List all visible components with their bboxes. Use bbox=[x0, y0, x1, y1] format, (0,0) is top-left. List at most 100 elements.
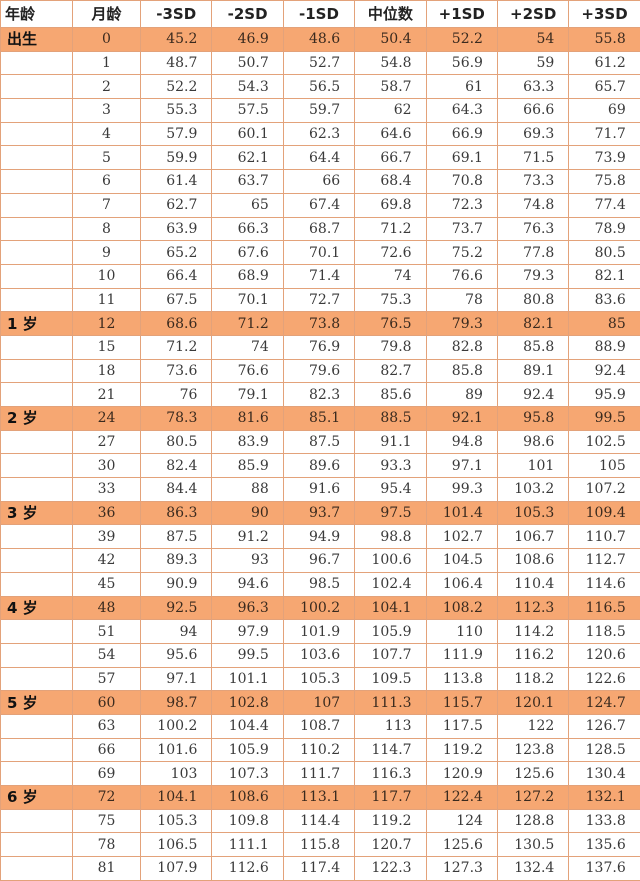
year-cell bbox=[1, 454, 73, 478]
plus-1sd-cell: 108.2 bbox=[426, 596, 497, 620]
median-cell: 79.8 bbox=[355, 335, 426, 359]
minus-2sd-cell: 66.3 bbox=[212, 217, 283, 241]
median-cell: 120.7 bbox=[355, 833, 426, 857]
plus-1sd-cell: 101.4 bbox=[426, 501, 497, 525]
minus-2sd-cell: 99.5 bbox=[212, 643, 283, 667]
plus-2sd-cell: 98.6 bbox=[497, 430, 568, 454]
month-cell: 5 bbox=[73, 146, 141, 170]
plus-2sd-cell: 71.5 bbox=[497, 146, 568, 170]
minus-3sd-cell: 76 bbox=[141, 383, 212, 407]
plus-2sd-cell: 108.6 bbox=[497, 549, 568, 573]
plus-1sd-cell: 61 bbox=[426, 75, 497, 99]
year-cell bbox=[1, 383, 73, 407]
month-cell: 9 bbox=[73, 241, 141, 265]
plus-3sd-cell: 88.9 bbox=[569, 335, 640, 359]
minus-2sd-cell: 94.6 bbox=[212, 572, 283, 596]
plus-1sd-cell: 127.3 bbox=[426, 857, 497, 881]
plus-2sd-cell: 110.4 bbox=[497, 572, 568, 596]
median-cell: 68.4 bbox=[355, 170, 426, 194]
month-cell: 24 bbox=[73, 407, 141, 431]
median-cell: 119.2 bbox=[355, 809, 426, 833]
median-cell: 71.2 bbox=[355, 217, 426, 241]
minus-3sd-cell: 86.3 bbox=[141, 501, 212, 525]
plus-3sd-cell: 61.2 bbox=[569, 51, 640, 75]
minus-3sd-cell: 52.2 bbox=[141, 75, 212, 99]
median-cell: 122.3 bbox=[355, 857, 426, 881]
month-cell: 10 bbox=[73, 264, 141, 288]
plus-2sd-cell: 73.3 bbox=[497, 170, 568, 194]
minus-2sd-cell: 83.9 bbox=[212, 430, 283, 454]
year-cell bbox=[1, 217, 73, 241]
plus-2sd-cell: 59 bbox=[497, 51, 568, 75]
table-header: 年龄 月龄 -3SD -2SD -1SD 中位数 +1SD +2SD +3SD bbox=[1, 1, 640, 28]
minus-1sd-cell: 105.3 bbox=[283, 667, 354, 691]
median-cell: 107.7 bbox=[355, 643, 426, 667]
minus-1sd-cell: 70.1 bbox=[283, 241, 354, 265]
median-cell: 97.5 bbox=[355, 501, 426, 525]
year-cell bbox=[1, 170, 73, 194]
minus-2sd-cell: 79.1 bbox=[212, 383, 283, 407]
plus-1sd-cell: 56.9 bbox=[426, 51, 497, 75]
median-cell: 64.6 bbox=[355, 122, 426, 146]
median-cell: 105.9 bbox=[355, 620, 426, 644]
plus-1sd-cell: 104.5 bbox=[426, 549, 497, 573]
plus-3sd-cell: 116.5 bbox=[569, 596, 640, 620]
plus-3sd-cell: 118.5 bbox=[569, 620, 640, 644]
year-cell: 1 岁 bbox=[1, 312, 73, 336]
month-cell: 30 bbox=[73, 454, 141, 478]
minus-1sd-cell: 66 bbox=[283, 170, 354, 194]
plus-3sd-cell: 132.1 bbox=[569, 786, 640, 810]
month-cell: 0 bbox=[73, 28, 141, 52]
plus-3sd-cell: 124.7 bbox=[569, 691, 640, 715]
minus-2sd-cell: 60.1 bbox=[212, 122, 283, 146]
plus-2sd-cell: 77.8 bbox=[497, 241, 568, 265]
plus-3sd-cell: 85 bbox=[569, 312, 640, 336]
minus-3sd-cell: 98.7 bbox=[141, 691, 212, 715]
plus-2sd-cell: 76.3 bbox=[497, 217, 568, 241]
plus-1sd-cell: 115.7 bbox=[426, 691, 497, 715]
year-cell bbox=[1, 122, 73, 146]
minus-3sd-cell: 97.1 bbox=[141, 667, 212, 691]
median-cell: 91.1 bbox=[355, 430, 426, 454]
median-cell: 66.7 bbox=[355, 146, 426, 170]
median-cell: 114.7 bbox=[355, 738, 426, 762]
year-cell bbox=[1, 193, 73, 217]
plus-1sd-cell: 78 bbox=[426, 288, 497, 312]
plus-2sd-cell: 118.2 bbox=[497, 667, 568, 691]
minus-1sd-cell: 76.9 bbox=[283, 335, 354, 359]
minus-3sd-cell: 66.4 bbox=[141, 264, 212, 288]
month-cell: 6 bbox=[73, 170, 141, 194]
column-header-plus-2sd: +2SD bbox=[497, 1, 568, 28]
median-cell: 75.3 bbox=[355, 288, 426, 312]
minus-2sd-cell: 111.1 bbox=[212, 833, 283, 857]
plus-1sd-cell: 76.6 bbox=[426, 264, 497, 288]
year-cell bbox=[1, 359, 73, 383]
plus-3sd-cell: 120.6 bbox=[569, 643, 640, 667]
plus-2sd-cell: 54 bbox=[497, 28, 568, 52]
plus-3sd-cell: 107.2 bbox=[569, 478, 640, 502]
minus-3sd-cell: 67.5 bbox=[141, 288, 212, 312]
month-cell: 1 bbox=[73, 51, 141, 75]
year-cell bbox=[1, 738, 73, 762]
minus-3sd-cell: 105.3 bbox=[141, 809, 212, 833]
plus-3sd-cell: 130.4 bbox=[569, 762, 640, 786]
minus-1sd-cell: 91.6 bbox=[283, 478, 354, 502]
plus-2sd-cell: 127.2 bbox=[497, 786, 568, 810]
month-cell: 45 bbox=[73, 572, 141, 596]
column-header-month: 月龄 bbox=[73, 1, 141, 28]
plus-3sd-cell: 80.5 bbox=[569, 241, 640, 265]
minus-3sd-cell: 84.4 bbox=[141, 478, 212, 502]
plus-2sd-cell: 66.6 bbox=[497, 99, 568, 123]
month-cell: 15 bbox=[73, 335, 141, 359]
median-cell: 82.7 bbox=[355, 359, 426, 383]
minus-2sd-cell: 57.5 bbox=[212, 99, 283, 123]
